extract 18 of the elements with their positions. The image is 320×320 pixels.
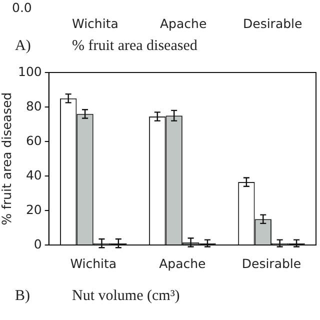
x-tick-label: Apache <box>159 256 206 271</box>
text: % fruit area diseased <box>72 38 198 55</box>
text: A) <box>15 38 31 55</box>
x-tick-label: Desirable <box>242 256 302 271</box>
y-tick-label: 20 <box>26 202 42 217</box>
y-tick-label: 40 <box>26 167 42 182</box>
y-tick-label: 60 <box>26 132 42 148</box>
text: Nut volume (cm³) <box>72 288 180 305</box>
text: B) <box>15 288 30 305</box>
x-tick-label: Wichita <box>70 256 117 271</box>
y-tick-label: 0 <box>34 236 42 252</box>
text: Wichita <box>72 16 118 31</box>
text: Apache <box>160 16 207 31</box>
y-tick-label: 80 <box>26 98 42 114</box>
text: 0.0 <box>12 0 32 15</box>
text: Desirable <box>243 16 302 31</box>
y-axis-title: % fruit area diseased <box>0 92 14 226</box>
y-tick-label: 100 <box>18 64 42 79</box>
